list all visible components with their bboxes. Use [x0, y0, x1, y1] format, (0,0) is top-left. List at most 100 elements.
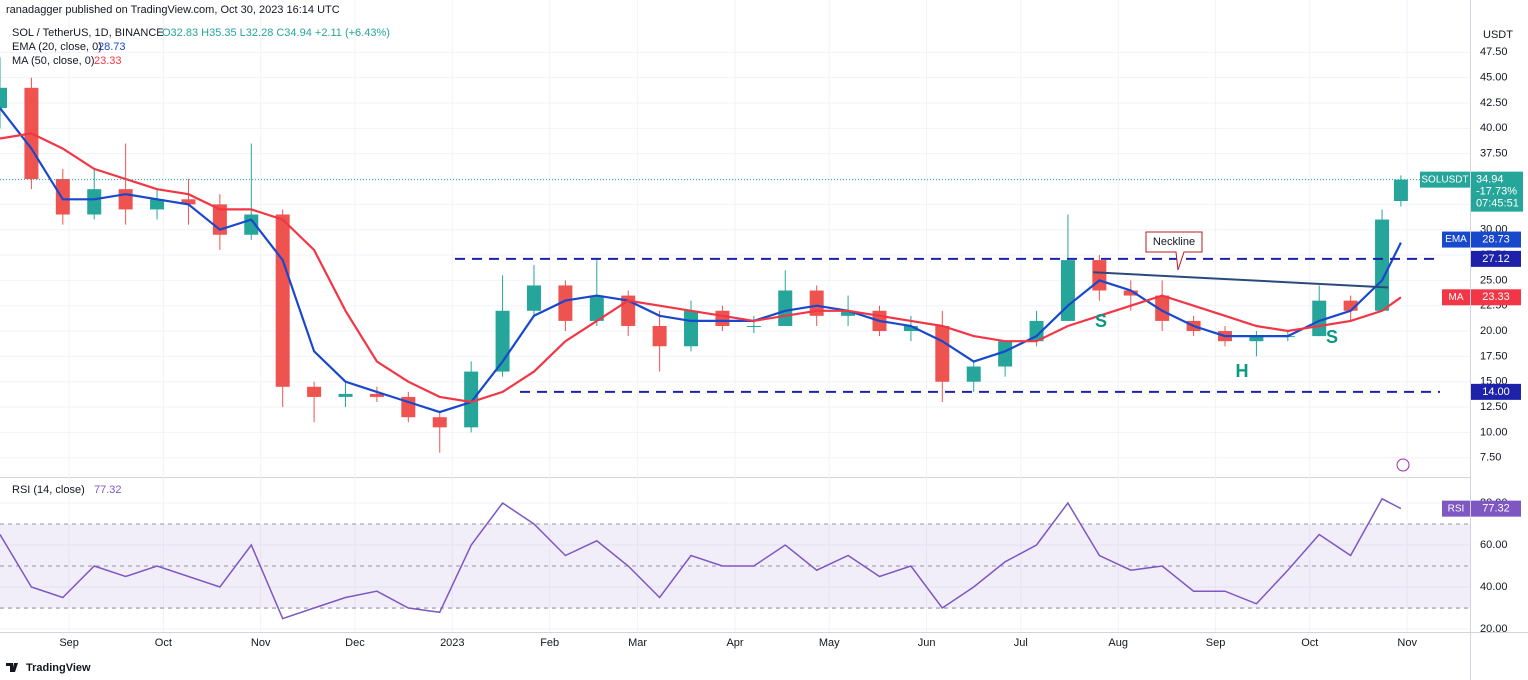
candle-body	[1123, 290, 1138, 296]
level-label-box	[1471, 250, 1521, 267]
y-tick-label: 37.50	[1480, 148, 1508, 160]
last-price-symbol: SOLUSDT	[1421, 174, 1468, 185]
candle-body	[715, 310, 730, 326]
candle-body	[966, 366, 981, 382]
indicator-value: 23.33	[1482, 291, 1510, 303]
level-label: 27.12	[1482, 253, 1510, 265]
candle-body	[181, 199, 196, 205]
rsi-legend-value: 77.32	[94, 484, 122, 496]
y-tick-label: 20.00	[1480, 325, 1508, 337]
last-price-countdown: 07:45:51	[1476, 198, 1519, 210]
last-price-value: 34.94	[1476, 174, 1504, 186]
currency: USDT	[1483, 29, 1513, 41]
candle-body	[589, 295, 604, 321]
rsi-tick-label: 20.00	[1480, 623, 1508, 635]
x-tick-label: Sep	[1206, 637, 1226, 649]
y-tick-label: 40.00	[1480, 122, 1508, 134]
grid	[0, 0, 1470, 632]
candle-body	[778, 290, 793, 326]
candle-body	[998, 341, 1013, 367]
x-tick-label: Jul	[1014, 637, 1028, 649]
neckline-callout	[1145, 231, 1203, 271]
candle-body	[684, 310, 699, 347]
x-tick-label: Feb	[540, 637, 559, 649]
y-tick-label: 7.50	[1480, 452, 1501, 464]
candle-body	[526, 285, 541, 311]
x-tick-label: Apr	[726, 637, 743, 649]
neckline	[1093, 271, 1389, 289]
candle-body	[1029, 320, 1044, 342]
ema-legend-value: 28.73	[98, 41, 126, 53]
last-price-box	[1471, 171, 1523, 212]
candle-body	[652, 325, 667, 347]
brand: TradingView	[26, 662, 91, 674]
x-tick-label: Aug	[1108, 637, 1128, 649]
candle-body	[1375, 219, 1390, 311]
pattern-label: S	[1326, 327, 1338, 347]
indicator-value-box	[1471, 500, 1521, 517]
candle-body	[369, 393, 384, 397]
indicator-name: MA	[1449, 292, 1464, 303]
candle-body	[150, 199, 165, 210]
candle-body	[1249, 336, 1264, 342]
x-tick-label: May	[819, 637, 840, 649]
candle-body	[55, 179, 70, 215]
indicator-line	[0, 107, 1402, 414]
indicator-value-box	[1471, 231, 1521, 248]
candle-body	[1060, 260, 1075, 321]
candle-body	[841, 310, 856, 316]
y-tick-label: 10.00	[1480, 426, 1508, 438]
indicator-name-box	[1442, 289, 1470, 306]
pattern-label: H	[1236, 361, 1249, 381]
indicator-value: 28.73	[1482, 233, 1510, 245]
indicator-value: 77.32	[1482, 503, 1510, 515]
candle-body	[432, 417, 447, 428]
symbol: SOL / TetherUS, 1D, BINANCE	[12, 27, 164, 39]
rsi-line	[0, 497, 1402, 620]
author-line: ranadagger published on TradingView.com,…	[6, 4, 340, 16]
x-tick-label: Mar	[628, 637, 647, 649]
x-tick-label: Jun	[918, 637, 936, 649]
y-tick-label: 47.50	[1480, 46, 1508, 58]
ohlc: O32.83 H35.35 L32.28 C34.94 +2.11 (+6.43…	[162, 27, 390, 39]
neckline-label: Neckline	[1153, 236, 1195, 248]
candle-body	[746, 325, 761, 327]
candle-body	[903, 325, 918, 332]
indicator-name-box	[1442, 231, 1470, 248]
candle-body	[464, 371, 479, 428]
rsi-tick-label: 60.00	[1480, 539, 1508, 551]
x-tick-label: Sep	[59, 637, 79, 649]
plot	[0, 57, 1470, 620]
candle-body	[338, 393, 353, 397]
event-icon	[1396, 458, 1410, 472]
candle-body	[307, 386, 322, 397]
candle-body	[118, 189, 133, 210]
x-tick-label: Dec	[345, 637, 365, 649]
ema-legend: EMA (20, close, 0)	[12, 41, 102, 53]
x-tick-label: Nov	[251, 637, 271, 649]
y-tick-label: 45.00	[1480, 72, 1508, 84]
x-tick-label: Oct	[1301, 637, 1318, 649]
y-tick-label: 12.50	[1480, 401, 1508, 413]
candle-body	[244, 214, 259, 235]
candle-body	[1155, 295, 1170, 321]
candle-body	[87, 189, 102, 215]
indicator-name: RSI	[1448, 503, 1465, 514]
candle-body	[1393, 179, 1408, 202]
candle-body	[558, 285, 573, 321]
x-tick-label: 2023	[440, 637, 464, 649]
candle-body	[1092, 260, 1107, 291]
x-tick-label: Nov	[1397, 637, 1417, 649]
x-tick-label: Oct	[155, 637, 172, 649]
rsi-legend: RSI (14, close)	[12, 484, 85, 496]
indicator-line	[0, 132, 1402, 404]
logo	[6, 663, 18, 672]
candle-body	[275, 214, 290, 387]
ma-legend-value: 23.33	[94, 55, 122, 67]
indicator-value-box	[1471, 289, 1521, 306]
y-tick-label: 17.50	[1480, 350, 1508, 362]
y-tick-label: 42.50	[1480, 97, 1508, 109]
rsi-tick-label: 40.00	[1480, 581, 1508, 593]
